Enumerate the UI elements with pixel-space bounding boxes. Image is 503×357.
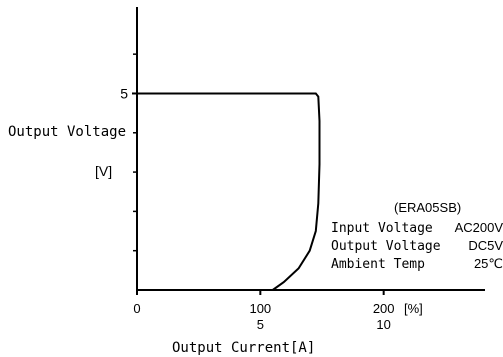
condition-label: Ambient Temp (331, 257, 425, 272)
x-tick-label: 100 (249, 301, 271, 316)
y-axis-label: Output Voltage (8, 124, 126, 140)
condition-label: Input Voltage (331, 221, 433, 236)
condition-label: Output Voltage (331, 239, 441, 254)
model-label: (ERA05SB) (394, 200, 461, 215)
axis-ticks (132, 92, 385, 295)
condition-value: 25℃ (474, 256, 503, 271)
x-axis-label: Output Current[A] (172, 340, 315, 356)
conditions: Input Voltage AC200V Output Voltage DC5V… (331, 220, 503, 272)
x-tick-label: 200 (373, 301, 395, 316)
x-tick-label-current: 10 (376, 317, 390, 332)
condition-value: AC200V (455, 220, 503, 235)
x-tick-label-current: 5 (257, 317, 264, 332)
y-minor-ticks (133, 53, 137, 252)
series-line (137, 92, 321, 291)
x-tick-label: 0 (133, 301, 140, 316)
condition-value: DC5V (468, 238, 503, 253)
x-unit-percent: [%] (404, 301, 423, 316)
y-tick-label: 5 (120, 85, 128, 101)
y-axis-unit: [V] (95, 163, 112, 179)
